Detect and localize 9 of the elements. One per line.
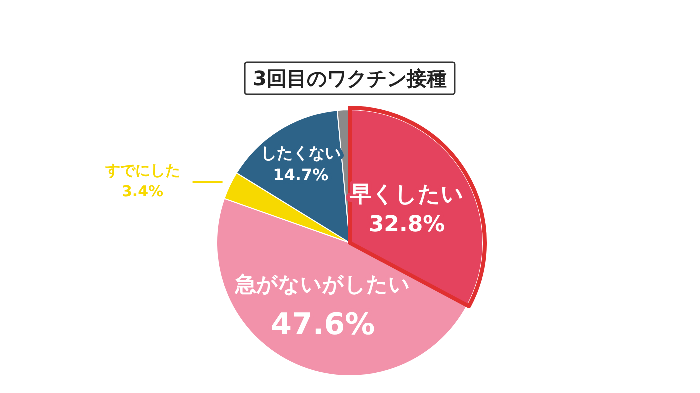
chart-title: 3回目のワクチン接種: [253, 66, 447, 90]
slice-label: すでにした: [104, 161, 180, 180]
data-label: 3.4%: [122, 182, 164, 200]
data-label: 32.8%: [368, 212, 446, 238]
slice-label: 早くしたい: [349, 182, 464, 208]
slice-label: したくない: [260, 144, 341, 163]
data-label: 47.6%: [271, 308, 376, 343]
data-label: 14.7%: [273, 165, 329, 184]
slice-label: 急がないがしたい: [234, 272, 411, 297]
